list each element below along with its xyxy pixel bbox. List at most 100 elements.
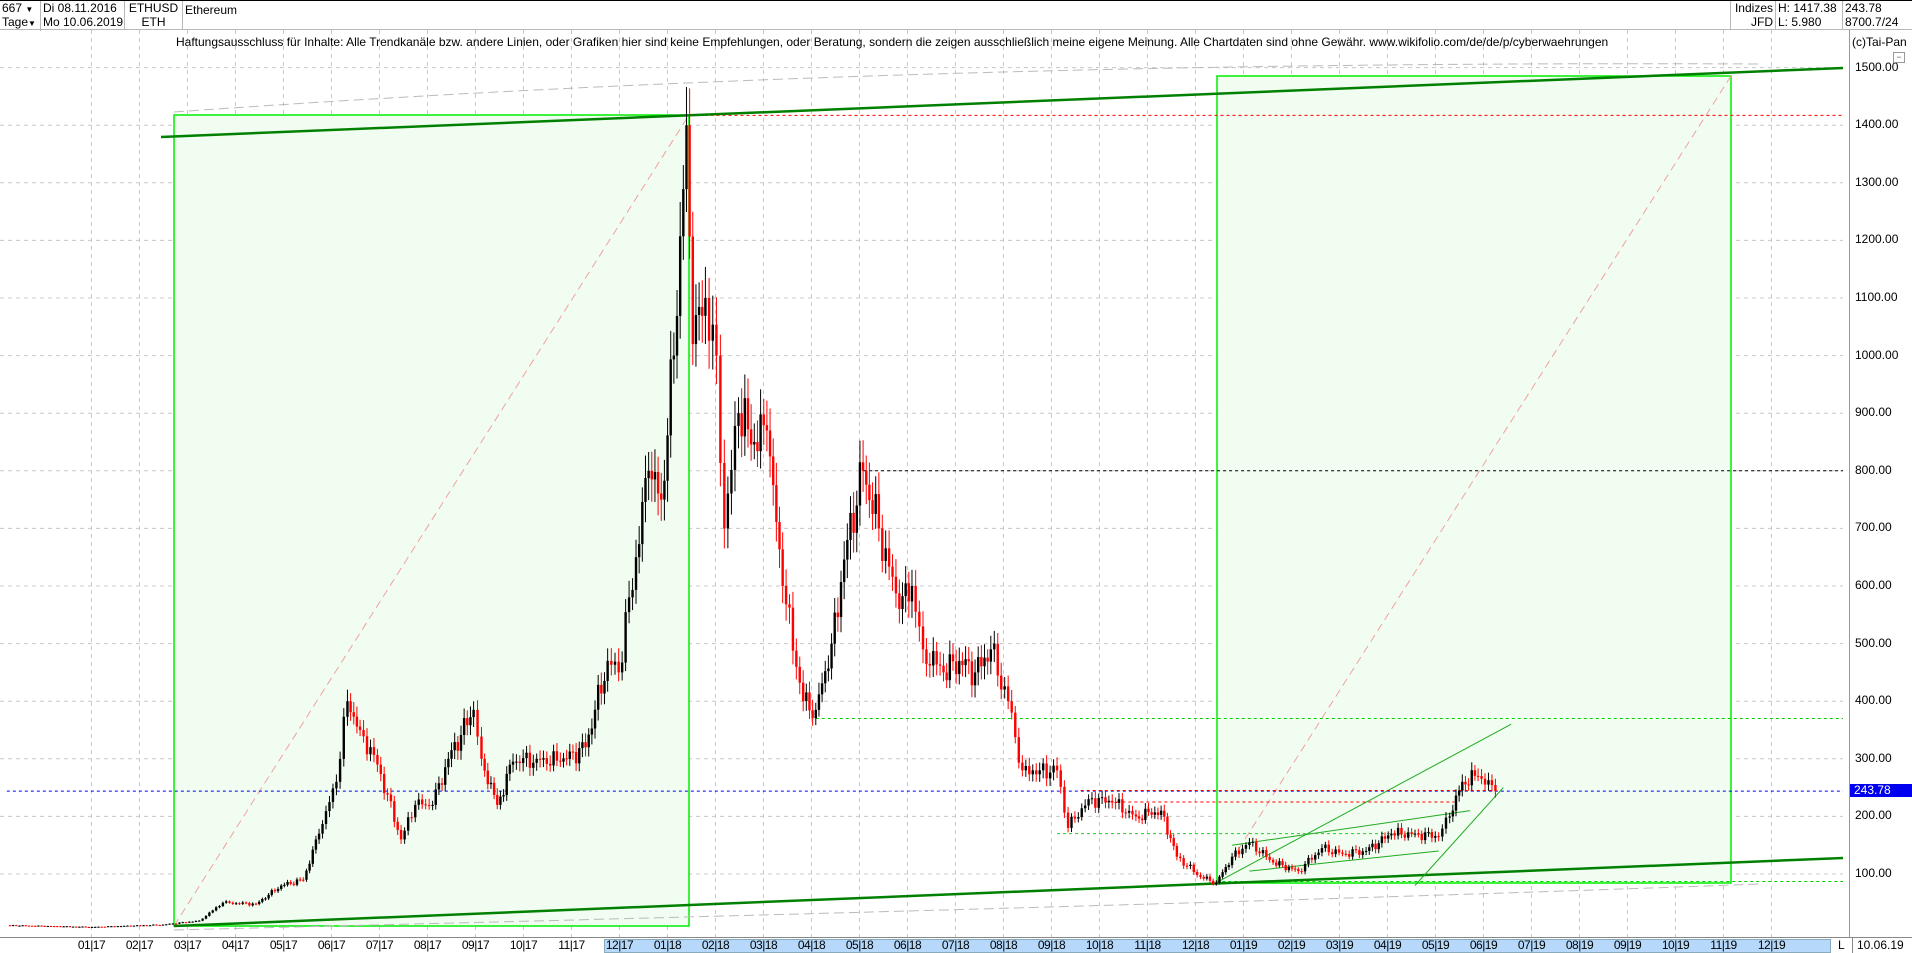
candle-body [1393,833,1396,836]
candle-body [444,767,447,785]
candle-body [1134,814,1138,817]
candle-body [1205,876,1209,879]
candle-body [715,324,718,356]
candle-body [459,735,463,751]
low: L: 5.980 [1778,15,1822,29]
candle-body [1182,858,1185,866]
candle-body [286,881,289,885]
candle-body [707,298,711,341]
x-tick-label: 12|18 [1181,938,1210,952]
candle-body [1211,880,1215,885]
candle-body [1380,836,1384,844]
candle-body [1244,845,1248,849]
candle-body [740,413,743,437]
candle-body [469,717,472,726]
candle-body [993,643,996,650]
candle-body [1271,859,1275,863]
y-tick-label: 600.00 [1855,578,1892,592]
candle-body [270,890,273,895]
candle-body [8,925,12,927]
candle-body [254,903,258,905]
candle-body [559,760,562,762]
candle-body [647,470,650,479]
candle-body [1467,784,1470,786]
candle-body [1341,852,1344,854]
candle-body [75,926,78,928]
candle-body [483,758,486,771]
candle-body [925,649,928,664]
candle-body [1473,770,1477,776]
candle-body [228,901,231,903]
x-axis-visible-range[interactable] [604,939,1831,953]
candle-body [904,583,907,597]
candle-body [1031,770,1034,775]
candle-body [562,758,565,762]
volume: 8700.7/24 [1845,15,1899,29]
candle-body [502,795,505,797]
candle-body [945,672,948,681]
candle-body [1094,798,1097,808]
candle-body [472,709,475,718]
candle-body [1317,852,1320,856]
candle-body [1448,816,1451,818]
last-date: 10.06.19 [1852,938,1904,953]
candle-body [311,849,314,864]
candle-body [555,751,559,761]
x-tick-label: 11|19 [1710,938,1737,952]
x-tick-label: 05|18 [845,938,874,952]
y-tick-label: 1300.00 [1855,174,1899,189]
last: 243.78 [1845,1,1882,15]
candle-body [27,925,31,927]
minimize-button[interactable]: − [1893,52,1905,63]
candle-body [453,742,456,751]
candle-body [171,923,175,925]
x-tick-label: 09|19 [1613,938,1642,952]
candle-body [762,414,765,426]
date-from[interactable]: Di 08.11.2016 [41,1,125,15]
candle-body [1227,865,1231,867]
candle-body [743,398,747,437]
candle-body [1331,852,1334,855]
candle-body [791,607,795,651]
candle-body [942,665,945,673]
candle-body [538,758,542,760]
candle-body [1287,867,1291,871]
candle-body [637,544,641,558]
candle-body [331,788,335,803]
period-dropdown[interactable]: Tage▼ [0,15,41,31]
candle-body [234,903,238,905]
candle-body [788,604,791,608]
candle-body [932,651,935,666]
candle-body [765,425,769,431]
y-tick-label: 1500.00 [1855,59,1899,74]
candle-body [1021,762,1024,771]
candle-body [376,754,379,765]
candle-body [1199,874,1202,877]
candle-body [276,888,280,892]
candle-body [324,811,328,825]
candle-body [894,576,898,594]
date-to[interactable]: Mo 10.06.2019 [43,15,125,29]
candle-body [1114,802,1117,803]
candle-body [1368,847,1371,851]
candle-body [181,922,184,924]
candle-body [1224,866,1227,873]
bars-count-dropdown[interactable]: 667 ▼ [0,1,41,17]
candle-body [1400,827,1403,835]
candle-body [928,663,932,666]
candle-body [1017,737,1021,763]
price-chart[interactable] [0,30,1849,937]
y-tick-label: 500.00 [1855,635,1892,650]
candle-body [839,582,843,618]
candle-body [678,236,682,316]
candle-body [358,726,362,730]
last-price-label: 243.78 [1850,784,1912,798]
candle-body [1413,833,1417,835]
candle-body [1090,798,1094,800]
candle-body [970,661,974,686]
candle-body [1055,765,1059,771]
y-axis-line [1849,30,1850,937]
x-axis[interactable]: 01|17 02|17 03|17 04|17 05|17 06|17 07|17 08|17… [0,937,1912,953]
candle-body [100,926,103,928]
candle-body [613,661,617,665]
